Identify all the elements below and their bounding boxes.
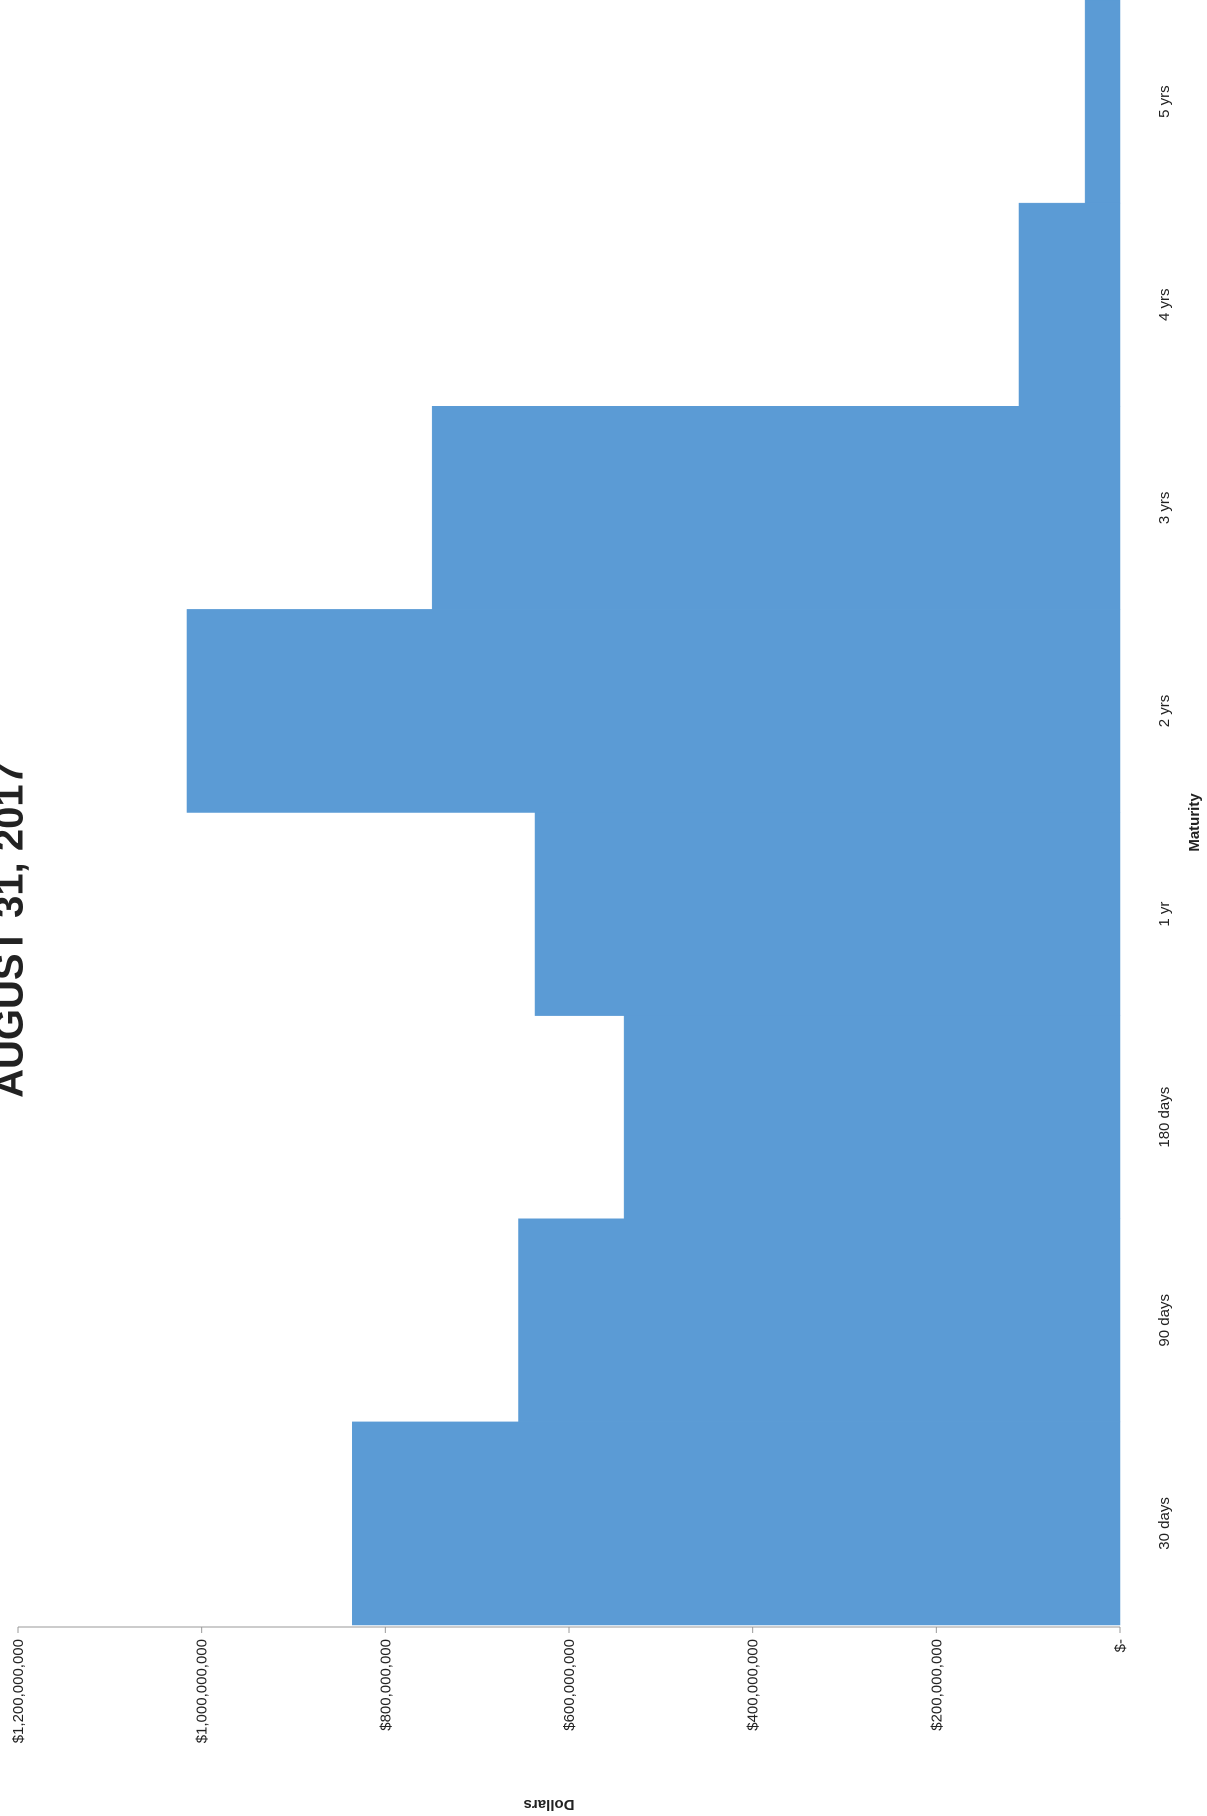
bar-180-days (623, 1015, 1121, 1219)
bar-2-yrs (186, 609, 1121, 813)
category-label-3-yrs: 3 yrs (1156, 492, 1173, 525)
category-label-4-yrs: 4 yrs (1156, 288, 1173, 321)
value-tick-label: $800,000,000 (377, 1639, 394, 1731)
bar-5-yrs (1084, 0, 1121, 204)
chart-title-group: AUGUST 31, 2017 (0, 762, 32, 1098)
bar-30-days (352, 1421, 1121, 1626)
chart-title: AUGUST 31, 2017 (0, 762, 32, 1098)
category-tick-labels: 30 days 90 days 180 days 1 yr 2 yrs 3 yrs 4 yr… (1156, 85, 1173, 1549)
bar-1-yr (534, 812, 1121, 1016)
category-label-30-days: 30 days (1156, 1497, 1173, 1550)
category-label-5-yrs: 5 yrs (1156, 85, 1173, 118)
bar-90-days (518, 1218, 1121, 1423)
x-axis-title: Maturity (1186, 793, 1203, 852)
bar-3-yrs (431, 406, 1121, 610)
value-tick-label: $600,000,000 (561, 1639, 578, 1731)
value-tick-label: $1,000,000,000 (194, 1639, 211, 1743)
category-label-180-days: 180 days (1156, 1087, 1173, 1148)
value-tick-label: $- (1112, 1639, 1129, 1652)
value-tick-label: $200,000,000 (928, 1639, 945, 1731)
bars-group (186, 0, 1121, 1626)
category-label-1-yr: 1 yr (1156, 902, 1173, 927)
y-axis-title: Dollars (524, 1796, 575, 1813)
value-tick-labels: $- $200,000,000 $400,000,000 $600,000,000 $8… (10, 1627, 1129, 1743)
value-tick-label: $400,000,000 (745, 1639, 762, 1731)
category-label-90-days: 90 days (1156, 1294, 1173, 1347)
value-tick-label: $1,200,000,000 (10, 1639, 27, 1743)
category-label-2-yrs: 2 yrs (1156, 695, 1173, 728)
bar-4-yrs (1018, 202, 1121, 407)
